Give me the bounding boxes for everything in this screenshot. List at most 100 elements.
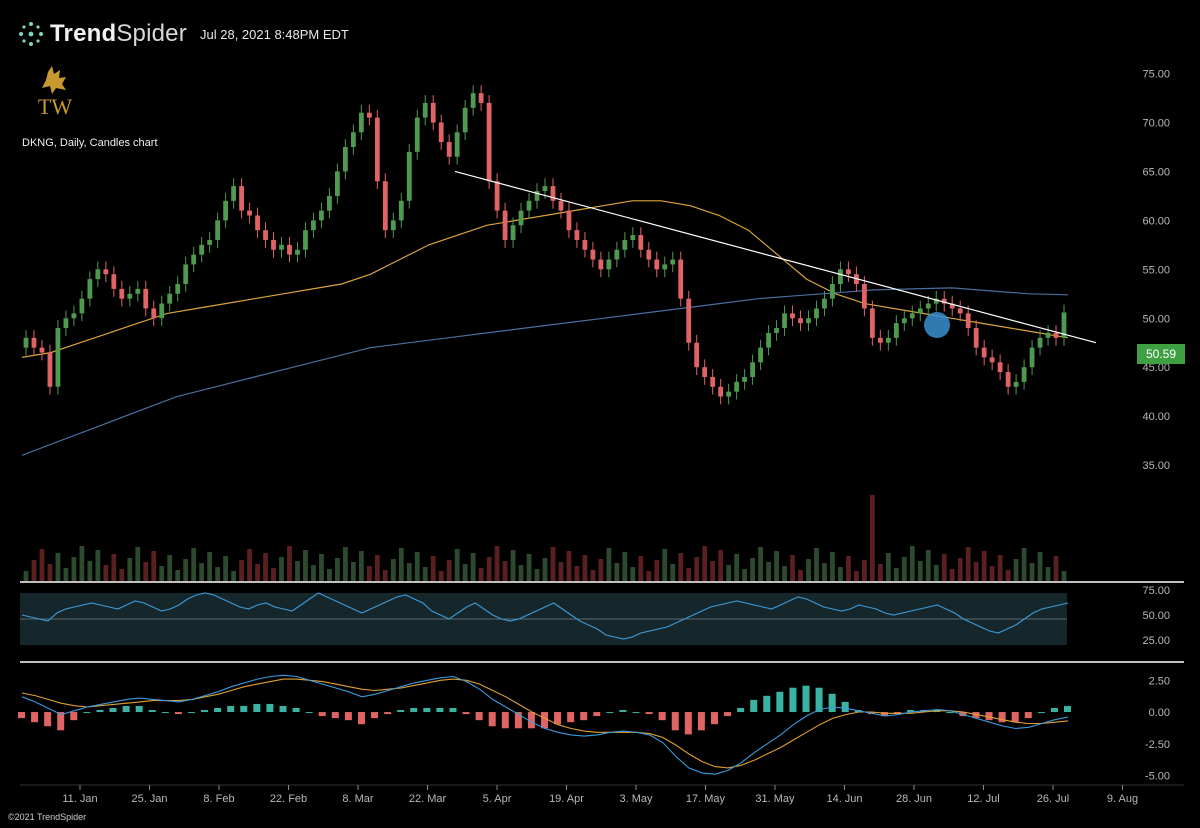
volume-bar [47,564,53,581]
candle-body [590,249,596,260]
candle-body [39,347,45,353]
volume-bar [526,554,532,581]
breakout-marker[interactable] [924,312,950,338]
candle-body [79,298,85,314]
time-tick-label: 8. Mar [342,793,374,805]
candle-body [143,288,149,309]
candle-body [550,186,556,201]
candle-body [678,259,684,299]
volume-bar [941,554,947,581]
candle-body [1045,332,1051,338]
candle-body [119,288,125,299]
volume-bar [414,552,420,581]
volume-bar [1045,567,1051,581]
macd-histogram-bar [96,710,104,713]
macd-histogram-bar [880,712,888,717]
time-tick-label: 3. May [619,793,653,805]
brand[interactable]: TrendSpider [18,20,187,48]
volume-bar [893,568,899,581]
candle-body [382,181,388,231]
candle-body [207,239,213,245]
volume-bar [295,561,300,581]
candle-body [830,284,835,299]
macd-histogram-bar [18,712,25,719]
candle-body [582,239,588,250]
volume-bar [758,547,763,581]
volume-bar [55,553,61,581]
candle-body [542,186,548,192]
candle-body [686,298,692,343]
volume-bar [694,557,700,581]
candle-body [750,362,755,377]
macd-histogram-bar [31,712,39,723]
candle-body [957,308,963,314]
candle-body [87,279,93,299]
time-tick-label: 19. Apr [549,793,584,805]
volume-bar [710,561,716,581]
macd-histogram-bar [789,687,797,713]
app-header: TrendSpider Jul 28, 2021 8:48PM EDT [0,0,1200,60]
price-tick-label: 45.00 [1142,362,1170,374]
volume-bar [350,562,356,581]
candle-body [327,195,332,211]
macd-histogram-bar [305,712,313,714]
volume-bar [678,553,684,581]
candle-body [63,318,69,329]
trendline[interactable] [454,170,1097,344]
volume-bar [454,549,460,581]
candle-body [231,186,236,201]
candle-body [311,220,316,231]
macd-histogram-bar [815,687,823,713]
candle-body [319,210,324,221]
macd-histogram-bar [240,705,248,713]
macd-histogram-bar [645,712,653,715]
volume-bar [23,571,29,581]
volume-bar [175,570,181,581]
volume-bar [933,565,939,581]
sma50-line [21,200,1069,358]
macd-histogram-bar [357,712,365,725]
brand-name: TrendSpider [50,20,187,48]
volume-bar [183,559,189,581]
candle-body [1021,367,1027,382]
bull-icon: TW [38,66,72,119]
macd-histogram-bar [684,712,692,735]
candle-body [646,249,652,260]
volume-bar [63,568,69,581]
candle-body [822,298,827,309]
volume-bar [271,568,276,581]
candle-body [989,357,995,363]
candle-body [534,191,540,201]
macd-histogram-bar [697,712,705,731]
volume-bar [390,559,396,581]
macd-histogram-bar [462,712,470,715]
candle-body [239,186,244,211]
candle-body [630,235,636,240]
candle-body [167,293,173,304]
candle-body [981,347,987,358]
volume-bar [1053,556,1059,581]
rsi-tick-label: 75.00 [1142,585,1170,597]
volume-bar [590,570,596,581]
brand-name-thin: Spider [116,20,187,47]
volume-bar [335,558,340,581]
volume-bar [87,561,93,581]
timestamp: Jul 28, 2021 8:48PM EDT [200,27,349,42]
macd-histogram-bar [710,712,718,725]
candle-body [933,298,939,304]
volume-bar [718,550,724,581]
macd-histogram-bar [750,699,758,713]
volume-bar [95,550,101,581]
candle-body [949,303,955,309]
candle-body [566,210,572,231]
candle-body [558,200,564,211]
candle-body [454,132,460,157]
volume-bar [861,560,867,581]
volume-bar [790,555,795,581]
candle-body [462,107,468,133]
candle-body [622,239,628,250]
volume-bar [869,495,875,581]
candle-body [287,244,292,255]
macd-histogram-bar [436,707,444,713]
